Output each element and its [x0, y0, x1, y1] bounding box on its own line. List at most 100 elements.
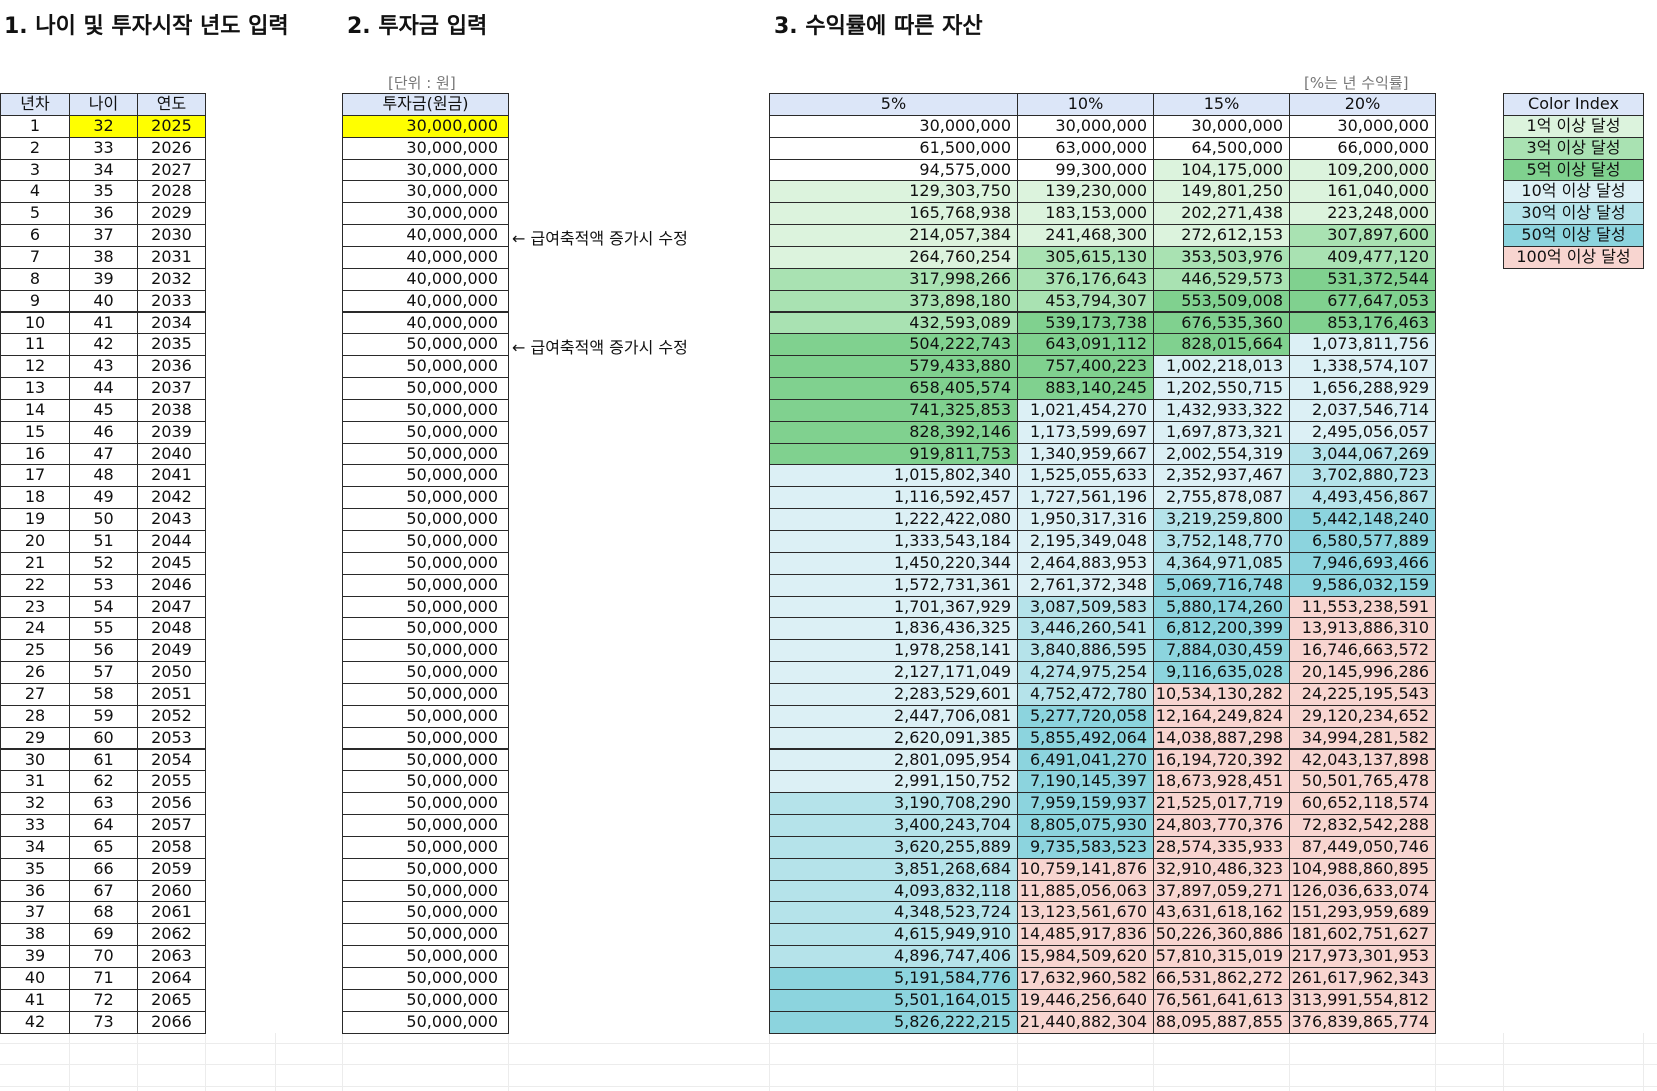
table-cell: 33 [69, 136, 138, 160]
amount-cell: 50,000,000 [342, 792, 509, 816]
amount-cell: 50,000,000 [342, 551, 509, 575]
amount-cell: 50,000,000 [342, 398, 509, 422]
table-cell: 36 [0, 879, 70, 903]
asset-cell: 61,500,000 [769, 136, 1018, 160]
asset-cell: 30,000,000 [1153, 114, 1290, 138]
amount-cell: 50,000,000 [342, 682, 509, 706]
asset-cell: 94,575,000 [769, 158, 1018, 182]
table-cell: 51 [69, 530, 138, 553]
table-cell: 2041 [137, 464, 206, 488]
table-cell: 43 [69, 355, 138, 379]
table-cell: 33 [0, 814, 70, 837]
asset-cell: 66,000,000 [1289, 136, 1436, 160]
asset-cell: 643,091,112 [1017, 333, 1154, 357]
table-cell: 2029 [137, 202, 206, 226]
table-cell: 14 [0, 398, 70, 422]
asset-cell: 202,271,438 [1153, 202, 1290, 226]
asset-cell: 1,116,592,457 [769, 486, 1018, 510]
amount-cell: 30,000,000 [342, 114, 509, 138]
table-cell: 35 [69, 180, 138, 204]
amount-cell: 50,000,000 [342, 945, 509, 968]
table-cell: 21 [0, 551, 70, 575]
table-cell: 59 [69, 704, 138, 728]
table-cell: 41 [69, 311, 138, 335]
asset-cell: 1,340,959,667 [1017, 442, 1154, 466]
table-cell: 37 [0, 901, 70, 925]
asset-cell: 13,913,886,310 [1289, 617, 1436, 641]
asset-cell: 9,116,635,028 [1153, 661, 1290, 684]
asset-cell: 2,195,349,048 [1017, 530, 1154, 553]
table-cell: 34 [69, 158, 138, 182]
asset-cell: 76,561,641,613 [1153, 988, 1290, 1012]
table-cell: 61 [69, 748, 138, 772]
table-cell: 2026 [137, 136, 206, 160]
asset-cell: 50,226,360,886 [1153, 923, 1290, 947]
asset-cell: 2,495,056,057 [1289, 420, 1436, 444]
asset-cell: 1,697,873,321 [1153, 420, 1290, 444]
table-cell: 60 [69, 726, 138, 750]
asset-cell: 161,040,000 [1289, 180, 1436, 204]
asset-cell: 42,043,137,898 [1289, 748, 1436, 772]
table-cell: 68 [69, 901, 138, 925]
asset-cell: 676,535,360 [1153, 311, 1290, 335]
table-cell: 30 [0, 748, 70, 772]
table-cell: 10 [0, 311, 70, 335]
grid-line [137, 1032, 138, 1091]
asset-cell: 43,631,618,162 [1153, 901, 1290, 925]
asset-cell: 15,984,509,620 [1017, 945, 1154, 968]
asset-cell: 28,574,335,933 [1153, 835, 1290, 859]
grid-line [1289, 1032, 1290, 1091]
amount-cell: 40,000,000 [342, 289, 509, 313]
table-cell: 2046 [137, 573, 206, 597]
edit-note: ← 급여축적액 증가시 수정 [512, 229, 688, 249]
asset-cell: 32,910,486,323 [1153, 857, 1290, 881]
asset-cell: 1,836,436,325 [769, 617, 1018, 641]
grid-line [205, 1032, 206, 1091]
amount-cell: 50,000,000 [342, 486, 509, 510]
asset-cell: 3,840,886,595 [1017, 639, 1154, 663]
table-cell: 22 [0, 573, 70, 597]
asset-cell: 104,988,860,895 [1289, 857, 1436, 881]
asset-cell: 313,991,554,812 [1289, 988, 1436, 1012]
amount-cell: 50,000,000 [342, 355, 509, 379]
table-cell: 55 [69, 617, 138, 641]
column-header: 10% [1017, 93, 1154, 116]
column-header: 5% [769, 93, 1018, 116]
table-cell: 2051 [137, 682, 206, 706]
asset-cell: 553,509,008 [1153, 289, 1290, 313]
asset-cell: 7,190,145,397 [1017, 770, 1154, 794]
column-header: 20% [1289, 93, 1436, 116]
table-cell: 73 [69, 1010, 138, 1034]
table-cell: 2028 [137, 180, 206, 204]
amount-cell: 40,000,000 [342, 267, 509, 291]
asset-cell: 579,433,880 [769, 355, 1018, 379]
table-cell: 40 [69, 289, 138, 313]
table-cell: 2059 [137, 857, 206, 881]
asset-cell: 17,632,960,582 [1017, 967, 1154, 990]
asset-cell: 183,153,000 [1017, 202, 1154, 226]
asset-cell: 5,069,716,748 [1153, 573, 1290, 597]
amount-cell: 30,000,000 [342, 158, 509, 182]
grid-line [1503, 1032, 1504, 1091]
asset-cell: 72,832,542,288 [1289, 814, 1436, 837]
asset-cell: 4,493,456,867 [1289, 486, 1436, 510]
asset-cell: 21,440,882,304 [1017, 1010, 1154, 1034]
edit-note: ← 급여축적액 증가시 수정 [512, 338, 688, 358]
asset-cell: 6,812,200,399 [1153, 617, 1290, 641]
amount-cell: 50,000,000 [342, 879, 509, 903]
table-cell: 39 [69, 267, 138, 291]
asset-cell: 1,002,218,013 [1153, 355, 1290, 379]
table-cell: 2037 [137, 377, 206, 400]
table-cell: 2039 [137, 420, 206, 444]
asset-cell: 2,127,171,049 [769, 661, 1018, 684]
asset-cell: 2,620,091,385 [769, 726, 1018, 750]
table-cell: 16 [0, 442, 70, 466]
asset-cell: 30,000,000 [1289, 114, 1436, 138]
table-cell: 2030 [137, 224, 206, 247]
grid-line [0, 1042, 1657, 1044]
table-cell: 49 [69, 486, 138, 510]
table-cell: 53 [69, 573, 138, 597]
amount-cell: 50,000,000 [342, 726, 509, 750]
table-cell: 2061 [137, 901, 206, 925]
table-cell: 6 [0, 224, 70, 247]
